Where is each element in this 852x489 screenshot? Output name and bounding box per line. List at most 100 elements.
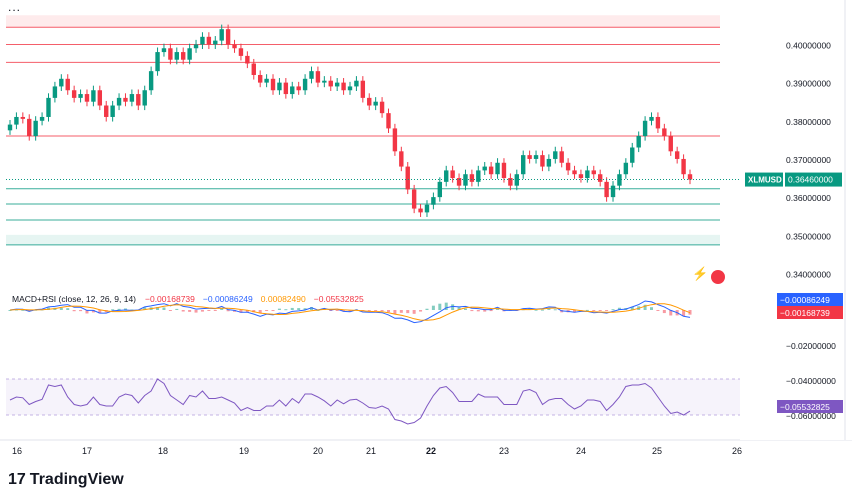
price-tick-label-3: 0.37000000: [786, 155, 831, 165]
candle-body-7: [52, 86, 58, 98]
macd-histogram-bar-32: [213, 310, 217, 311]
indicator-value-1: −0.00086249: [203, 294, 253, 304]
indicator-badge-label-1: −0.00168739: [780, 308, 830, 318]
macd-histogram-bar-93: [605, 310, 609, 311]
macd-histogram-bar-14: [98, 310, 102, 314]
time-tick-label-1: 17: [82, 446, 92, 456]
candle-body-103: [668, 136, 673, 152]
tradingview-logo-text: TradingView: [29, 471, 124, 488]
macd-histogram-bar-58: [380, 310, 384, 311]
price-tick-label-0: 0.40000000: [786, 40, 831, 50]
macd-axis-label-0: −0.02000000: [786, 341, 836, 351]
candle-body-35: [232, 44, 237, 49]
macd-histogram-bar-90: [585, 309, 589, 311]
indicator-value-2: 0.00082490: [261, 294, 306, 304]
macd-histogram-bar-0: [8, 310, 12, 311]
candle-body-81: [527, 155, 532, 159]
rsi-line: [9, 378, 691, 425]
indicator-value-3: −0.05532825: [314, 294, 364, 304]
indicator-value-0: −0.00168739: [145, 294, 195, 304]
rsi-axis-label-0: −0.04000000: [786, 376, 836, 386]
macd-histogram-bar-3: [27, 310, 31, 312]
macd-histogram-bar-83: [540, 309, 544, 311]
macd-histogram-bar-102: [662, 310, 666, 314]
indicator-badge-1: [777, 306, 843, 319]
macd-histogram-bar-9: [66, 308, 70, 310]
indicator-badge-2: [777, 400, 843, 413]
macd-line: [9, 300, 691, 324]
candle-body-83: [540, 155, 545, 167]
candle-body-28: [187, 48, 192, 60]
candle-body-92: [597, 174, 603, 182]
candle-body-88: [572, 170, 577, 175]
macd-histogram-bar-63: [412, 310, 416, 314]
candle-body-72: [469, 174, 475, 182]
candle-body-14: [97, 90, 103, 106]
macd-histogram-bar-42: [277, 308, 281, 310]
price-axis-bg: [740, 0, 852, 440]
macd-histogram-bar-94: [611, 309, 615, 311]
macd-histogram-bar-21: [143, 307, 147, 310]
macd-histogram-bar-75: [489, 310, 493, 312]
macd-histogram-bar-26: [175, 308, 179, 310]
macd-histogram-bar-68: [444, 302, 448, 310]
chart-menu-icon[interactable]: ...: [8, 0, 22, 14]
macd-histogram-bar-60: [393, 310, 397, 315]
candle-body-37: [245, 55, 250, 64]
macd-histogram-bar-41: [271, 310, 275, 311]
candle-body-68: [444, 170, 449, 182]
candle-body-45: [296, 86, 301, 91]
candle-body-56: [367, 97, 372, 106]
macd-histogram-bar-65: [425, 308, 429, 310]
macd-histogram-bar-31: [207, 310, 211, 311]
candle-body-33: [219, 29, 224, 41]
time-tick-label-8: 24: [576, 446, 586, 456]
candle-body-31: [206, 36, 212, 45]
macd-histogram-bar-99: [643, 304, 647, 310]
candle-body-32: [213, 40, 218, 45]
candle-body-21: [142, 90, 147, 106]
candle-body-44: [290, 86, 295, 95]
flag-icon: [711, 270, 725, 284]
macd-histogram-bar-28: [188, 310, 192, 312]
macd-histogram-bar-11: [79, 310, 83, 312]
macd-histogram-bar-51: [335, 310, 339, 311]
macd-histogram-bar-8: [59, 307, 63, 310]
price-axis: 0.40000000 0.39000000 0.38000000 0.37000000…: [740, 0, 852, 440]
macd-histogram-bar-17: [117, 308, 121, 310]
candle-body-16: [110, 105, 115, 117]
candle-body-6: [46, 97, 51, 117]
macd-histogram-bar-97: [630, 306, 634, 310]
candle-body-13: [91, 90, 96, 102]
candle-body-69: [450, 170, 455, 179]
signal-line: [9, 303, 691, 321]
candle-body-52: [341, 82, 346, 91]
candle-body-36: [238, 48, 244, 56]
macd-pane: MACD+RSI (close, 12, 26, 9, 14) −0.001687…: [8, 294, 692, 324]
candle-body-1: [14, 116, 19, 125]
price-tick-label-2: 0.38000000: [786, 117, 831, 127]
candle-body-86: [559, 151, 564, 163]
candle-body-29: [193, 44, 199, 49]
macd-histogram-bar-13: [91, 310, 95, 313]
trading-chart[interactable]: 4 (0)5 (0)1⚡ MACD+RSI (close, 12, 26, 9,…: [0, 0, 852, 465]
candle-body-5: [39, 116, 45, 121]
candle-body-98: [636, 136, 641, 148]
macd-histogram-bar-70: [457, 307, 461, 310]
candle-body-49: [322, 80, 327, 83]
macd-histogram-bar-101: [656, 310, 660, 311]
macd-histogram-bar-92: [598, 310, 602, 311]
candle-body-100: [649, 116, 654, 121]
candle-body-70: [456, 178, 462, 186]
last-price-tag: [785, 172, 842, 187]
indicator-badge-0: [777, 293, 843, 306]
macd-histogram-bar-52: [342, 310, 346, 312]
candle-body-87: [565, 162, 571, 171]
candle-body-74: [482, 166, 487, 171]
price-tick-label-5: 0.35000000: [786, 231, 831, 241]
macd-histogram-bar-103: [669, 310, 673, 316]
candle-body-26: [174, 52, 179, 60]
macd-histogram-bar-27: [181, 310, 185, 312]
candle-body-84: [546, 158, 552, 167]
tradingview-logo-icon: 17: [8, 471, 26, 488]
